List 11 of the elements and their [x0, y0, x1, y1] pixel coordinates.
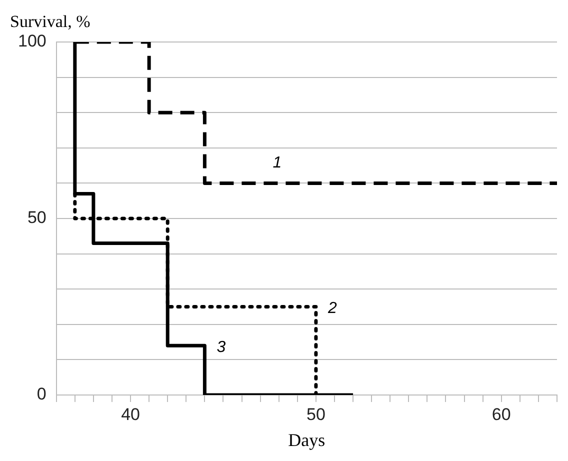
y-tick-label: 0: [36, 384, 46, 404]
x-tick-label: 40: [121, 404, 140, 424]
y-axis-title: Survival, %: [10, 12, 90, 31]
series-label: 2: [326, 300, 337, 318]
x-tick-label: 50: [306, 404, 326, 424]
series-label: 1: [272, 154, 282, 172]
x-axis-title: Days: [288, 430, 326, 450]
x-tick-label: 60: [492, 404, 511, 424]
y-tick-label: 50: [27, 208, 46, 228]
y-tick-label: 100: [18, 32, 46, 51]
series-label: 3: [216, 339, 226, 356]
